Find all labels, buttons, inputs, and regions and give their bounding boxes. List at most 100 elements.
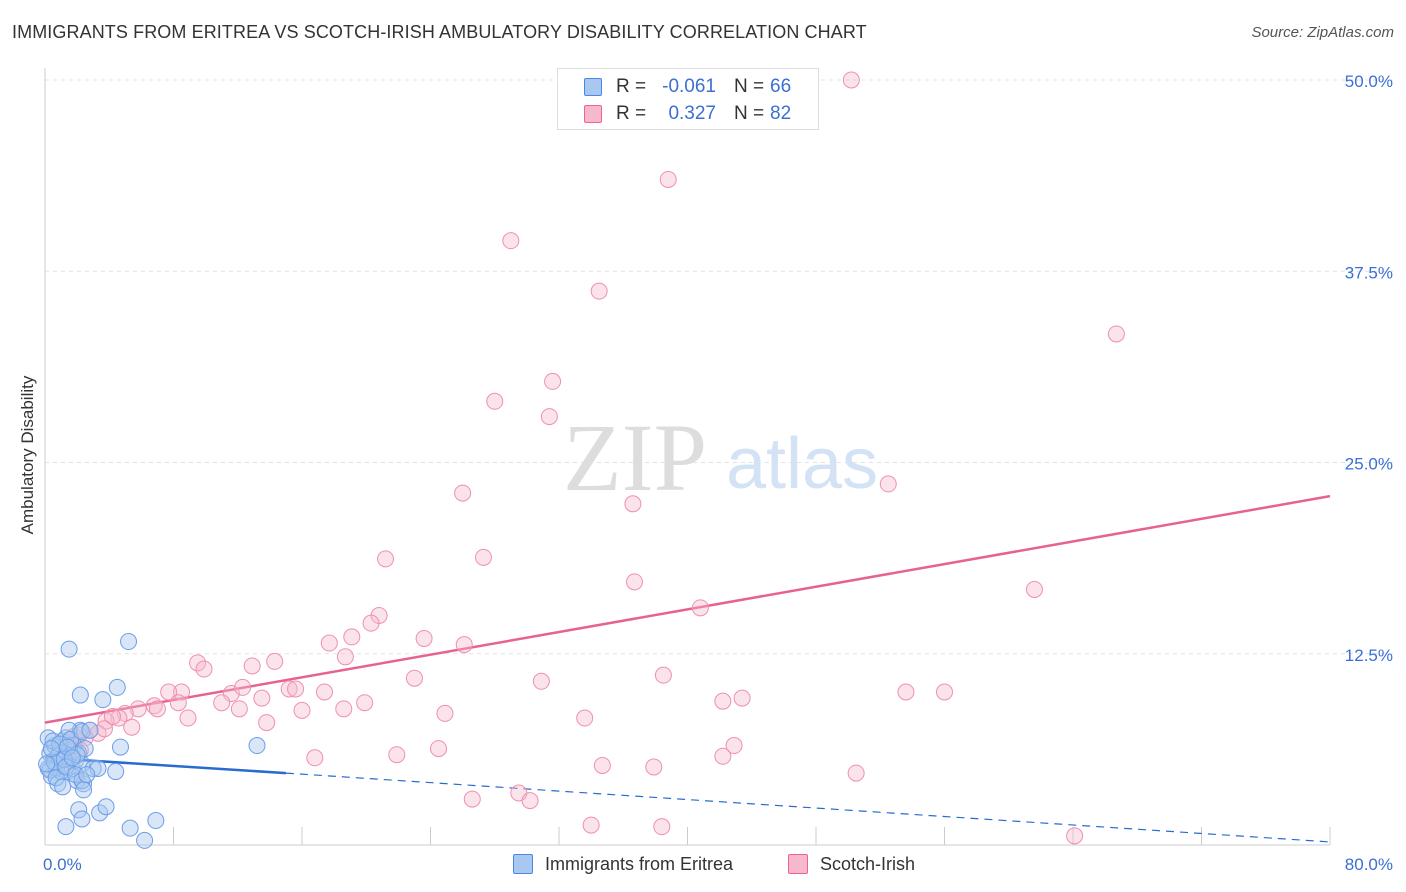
point-scotch-irish (1066, 827, 1084, 845)
point-scotch-irish (725, 737, 743, 755)
point-scotch-irish (532, 672, 550, 690)
point-scotch-irish (879, 475, 897, 493)
point-eritrea (57, 818, 75, 836)
point-scotch-irish (362, 614, 380, 632)
point-scotch-irish (936, 683, 953, 701)
point-scotch-irish (847, 764, 865, 782)
point-eritrea (108, 678, 126, 696)
trend-line-scotch-irish (44, 494, 1331, 724)
y-tick-label: 25.0% (1345, 455, 1393, 474)
point-scotch-irish (280, 680, 298, 698)
point-scotch-irish (576, 709, 594, 727)
point-eritrea (71, 686, 89, 704)
n-label: N = (734, 76, 765, 97)
point-scotch-irish (266, 652, 284, 670)
point-scotch-irish (475, 548, 493, 566)
point-eritrea (136, 831, 154, 849)
point-scotch-irish (430, 740, 448, 758)
point-scotch-irish (293, 701, 311, 719)
point-scotch-irish (306, 749, 324, 767)
point-scotch-irish (625, 573, 643, 591)
point-scotch-irish (110, 709, 128, 727)
data-points (38, 71, 1125, 849)
n-value: 82 (770, 103, 792, 124)
point-scotch-irish (842, 71, 860, 89)
point-scotch-irish (540, 408, 558, 426)
point-scotch-irish (897, 683, 915, 701)
watermark-atlas: atlas (726, 424, 878, 504)
eritrea-swatch (584, 78, 602, 96)
point-eritrea (47, 769, 65, 787)
point-eritrea (58, 738, 76, 756)
point-eritrea (70, 801, 88, 819)
r-label: R = (616, 103, 647, 124)
trend-lines (44, 494, 1331, 843)
r-value: 0.327 (668, 103, 716, 124)
chart-title: IMMIGRANTS FROM ERITREA VS SCOTCH-IRISH … (12, 22, 867, 42)
point-scotch-irish (645, 758, 663, 776)
point-scotch-irish (169, 694, 187, 712)
y-tick-label: 37.5% (1345, 263, 1393, 282)
point-scotch-irish (1025, 580, 1043, 598)
point-scotch-irish (123, 718, 141, 736)
point-eritrea (81, 721, 99, 739)
point-scotch-irish (436, 704, 454, 722)
point-scotch-irish (1107, 325, 1125, 343)
r-value: -0.061 (662, 76, 716, 97)
point-scotch-irish (179, 709, 197, 727)
point-scotch-irish (624, 495, 642, 513)
point-eritrea (78, 766, 96, 784)
point-scotch-irish (343, 628, 361, 646)
point-scotch-irish (463, 790, 481, 808)
point-scotch-irish (733, 689, 751, 707)
point-scotch-irish (287, 680, 305, 698)
point-eritrea (120, 633, 138, 651)
point-scotch-irish (377, 550, 395, 568)
point-scotch-irish (653, 818, 671, 836)
point-eritrea (111, 738, 129, 756)
point-scotch-irish (234, 678, 252, 696)
point-eritrea (91, 804, 109, 822)
point-scotch-irish (356, 694, 374, 712)
point-eritrea (84, 760, 102, 777)
point-scotch-irish (315, 683, 333, 701)
n-label: N = (734, 103, 765, 124)
point-scotch-irish (258, 714, 276, 732)
point-eritrea (73, 810, 91, 828)
r-label: R = (616, 76, 647, 97)
point-scotch-irish (95, 720, 113, 738)
point-scotch-irish (189, 654, 207, 672)
watermark-zip: ZIP (563, 404, 707, 511)
grid-lines (45, 79, 1395, 655)
axes (44, 68, 1331, 846)
legend-swatch-eritrea (513, 854, 533, 874)
watermark: ZIP atlas (563, 404, 878, 511)
stats-box: R = -0.061 N = 66 R = 0.327 N = 82 (557, 68, 819, 130)
point-scotch-irish (502, 232, 520, 250)
point-scotch-irish (148, 700, 166, 718)
point-eritrea (97, 798, 115, 816)
point-scotch-irish (590, 282, 608, 300)
trend-line-eritrea (44, 756, 287, 775)
point-scotch-irish (455, 636, 473, 654)
point-scotch-irish (103, 707, 121, 725)
point-eritrea (147, 812, 165, 830)
stats-row-scotch-irish: R = 0.327 N = 82 (558, 101, 818, 127)
point-scotch-irish (160, 683, 178, 701)
point-eritrea (63, 749, 81, 767)
point-scotch-irish (129, 700, 147, 718)
point-scotch-irish (454, 484, 472, 502)
point-eritrea (121, 819, 139, 837)
point-scotch-irish (486, 392, 504, 410)
point-scotch-irish (320, 634, 338, 652)
point-scotch-irish (173, 683, 191, 701)
point-scotch-irish (243, 657, 261, 675)
point-scotch-irish (335, 700, 353, 718)
x-tick-label-min: 0.0% (43, 855, 82, 874)
point-eritrea (248, 737, 266, 755)
point-scotch-irish (213, 694, 231, 712)
tick-labels: 12.5% 25.0% 37.5% 50.0% 0.0% 80.0% (43, 72, 1393, 874)
point-eritrea (75, 781, 93, 799)
point-scotch-irish (388, 746, 406, 764)
point-scotch-irish (230, 700, 248, 718)
